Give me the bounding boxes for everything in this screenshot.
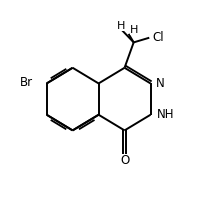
Text: H: H xyxy=(130,25,138,35)
Text: NH: NH xyxy=(157,108,174,121)
Text: H: H xyxy=(117,21,125,31)
Text: O: O xyxy=(120,154,129,167)
Text: Br: Br xyxy=(20,76,33,89)
Text: Cl: Cl xyxy=(152,31,164,44)
Text: N: N xyxy=(156,76,165,89)
